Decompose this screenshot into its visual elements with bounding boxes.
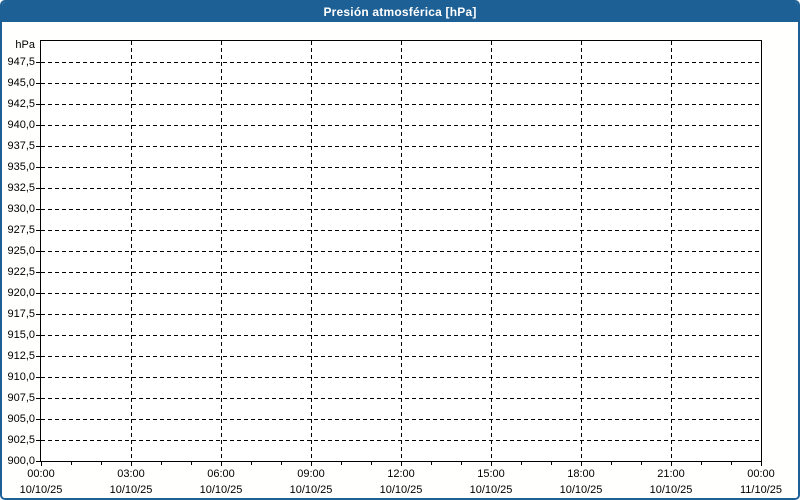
y-axis-tick-label: 900,0: [7, 455, 35, 467]
x-axis-time-label: 06:00: [207, 468, 235, 480]
x-axis-tick: [641, 462, 642, 465]
x-axis-tick: [221, 462, 222, 466]
x-axis-tick: [581, 462, 582, 466]
y-axis-tick: [36, 272, 40, 273]
y-axis-tick: [36, 293, 40, 294]
x-axis-tick: [551, 462, 552, 465]
chart-area: hPa 947,5 945,0 942,5 940,0 937,5 935,0 932,5 9…: [2, 22, 798, 498]
x-axis-time-label: 09:00: [297, 468, 325, 480]
y-axis-tick-label: 942,5: [7, 98, 35, 110]
x-axis-tick: [611, 462, 612, 465]
y-axis-tick-label: 920,0: [7, 287, 35, 299]
y-axis-tick: [36, 230, 40, 231]
y-axis-tick-label: 947,5: [7, 56, 35, 68]
x-axis-tick: [251, 462, 252, 465]
y-axis-tick-label: 940,0: [7, 119, 35, 131]
x-axis-tick: [71, 462, 72, 465]
x-axis-date-label: 10/10/25: [19, 484, 63, 496]
y-axis-tick: [36, 398, 40, 399]
x-axis-date-label: 10/10/25: [109, 484, 153, 496]
x-axis-time-label: 00:00: [747, 468, 775, 480]
x-axis-time-label: 21:00: [657, 468, 685, 480]
y-axis-tick: [36, 104, 40, 105]
y-axis-tick-label: 910,0: [7, 371, 35, 383]
x-axis-tick: [131, 462, 132, 466]
x-axis-time-label: 15:00: [477, 468, 505, 480]
x-axis-date-label: 10/10/25: [559, 484, 603, 496]
y-axis-tick: [36, 356, 40, 357]
x-axis-tick: [671, 462, 672, 466]
x-axis-tick: [191, 462, 192, 465]
plot-area: [40, 40, 762, 462]
x-axis-date-label: 10/10/25: [379, 484, 423, 496]
x-axis-date-label: 10/10/25: [469, 484, 513, 496]
x-axis-time-label: 00:00: [27, 468, 55, 480]
x-axis-time-label: 18:00: [567, 468, 595, 480]
y-axis-tick-label: 927,5: [7, 224, 35, 236]
v-gridline: [130, 41, 132, 461]
y-axis-tick: [36, 377, 40, 378]
x-axis-tick: [491, 462, 492, 466]
x-axis-tick: [101, 462, 102, 465]
y-axis-tick: [36, 188, 40, 189]
y-axis-tick: [36, 251, 40, 252]
y-axis-tick-label: 902,5: [7, 434, 35, 446]
x-axis-tick: [371, 462, 372, 465]
x-axis-tick: [341, 462, 342, 465]
x-axis-tick: [701, 462, 702, 465]
y-axis-tick-label: 935,0: [7, 161, 35, 173]
x-axis-tick: [41, 462, 42, 466]
x-axis-tick: [431, 462, 432, 465]
y-axis-tick: [36, 209, 40, 210]
y-axis-tick-label: 945,0: [7, 77, 35, 89]
y-axis-tick-label: 930,0: [7, 203, 35, 215]
x-axis-tick: [401, 462, 402, 466]
y-axis-tick-label: 907,5: [7, 392, 35, 404]
window-title: Presión atmosférica [hPa]: [323, 5, 477, 19]
x-axis-tick: [761, 462, 762, 466]
y-axis-tick-label: 925,0: [7, 245, 35, 257]
x-axis-date-label: 11/10/25: [739, 484, 782, 496]
y-axis-tick-label: 912,5: [7, 350, 35, 362]
y-axis-unit-label: hPa: [15, 39, 35, 51]
y-axis-tick: [36, 83, 40, 84]
y-axis-tick: [36, 314, 40, 315]
y-axis-tick-label: 932,5: [7, 182, 35, 194]
x-axis-tick: [521, 462, 522, 465]
v-gridline: [490, 41, 492, 461]
y-axis-tick: [36, 146, 40, 147]
y-axis-tick: [36, 335, 40, 336]
x-axis-tick: [311, 462, 312, 466]
x-axis-tick: [281, 462, 282, 465]
window-titlebar[interactable]: Presión atmosférica [hPa]: [2, 2, 798, 22]
v-gridline: [220, 41, 222, 461]
y-axis-tick-label: 917,5: [7, 308, 35, 320]
v-gridline: [580, 41, 582, 461]
y-axis-tick-label: 922,5: [7, 266, 35, 278]
x-axis-tick: [731, 462, 732, 465]
y-axis-tick: [36, 440, 40, 441]
y-axis-tick-label: 915,0: [7, 329, 35, 341]
x-axis-time-label: 12:00: [387, 468, 415, 480]
v-gridline: [400, 41, 402, 461]
y-axis-tick-label: 905,0: [7, 413, 35, 425]
x-axis-time-label: 03:00: [117, 468, 145, 480]
x-axis-date-label: 10/10/25: [649, 484, 693, 496]
y-axis-tick: [36, 62, 40, 63]
v-gridline: [310, 41, 312, 461]
x-axis-date-label: 10/10/25: [199, 484, 243, 496]
x-axis-date-label: 10/10/25: [289, 484, 333, 496]
x-axis-tick: [461, 462, 462, 465]
y-axis-tick-label: 937,5: [7, 140, 35, 152]
y-axis-tick: [36, 419, 40, 420]
y-axis-tick: [36, 167, 40, 168]
x-axis-tick: [161, 462, 162, 465]
y-axis-tick: [36, 461, 40, 462]
y-axis-tick: [36, 125, 40, 126]
v-gridline: [670, 41, 672, 461]
